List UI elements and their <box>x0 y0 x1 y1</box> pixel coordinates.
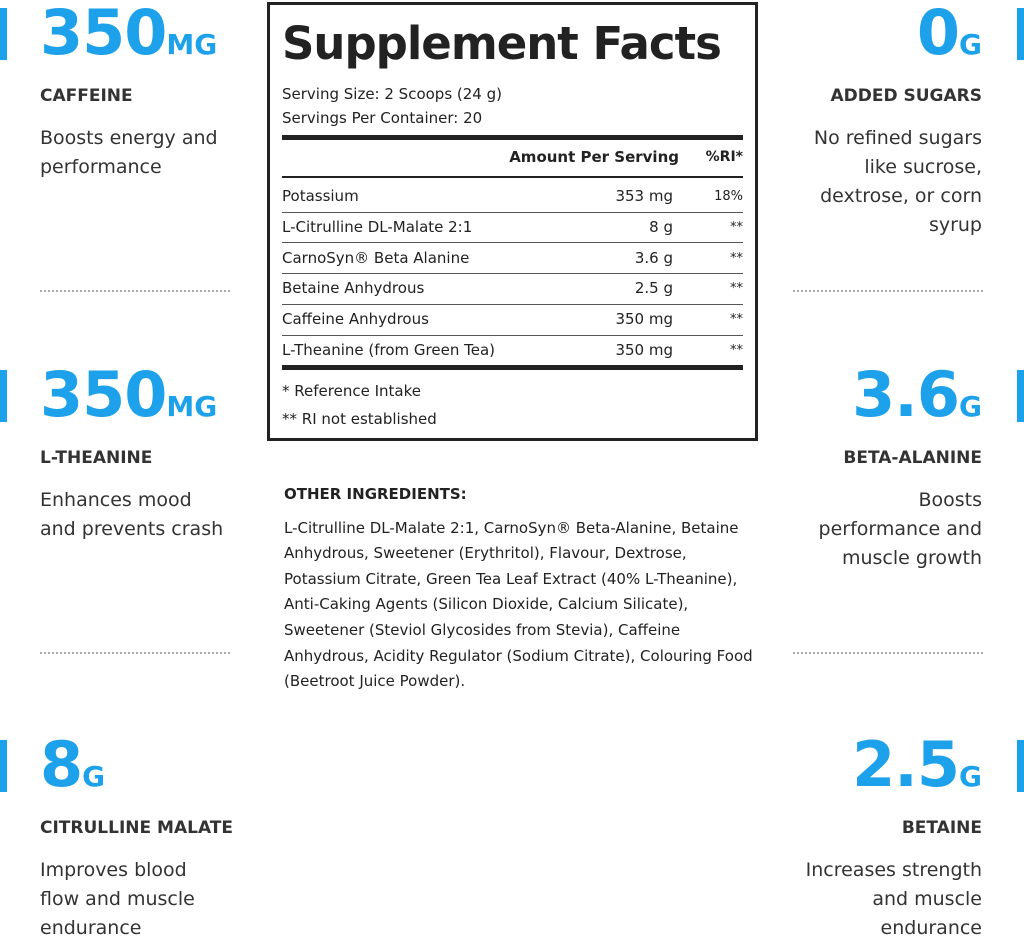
ri: ** <box>730 250 743 266</box>
stat-description: Increases strength and muscle endurance <box>805 859 982 939</box>
stat-name: CITRULLINE MALATE <box>40 818 233 838</box>
stat-block: 8G CITRULLINE MALATE Improves blood flow a… <box>40 732 245 943</box>
facts-row: L-Citrulline DL-Malate 2:1 8 g ** <box>282 212 743 243</box>
other-ingredients: OTHER INGREDIENTS: L-Citrulline DL-Malat… <box>284 482 754 695</box>
facts-row: L-Theanine (from Green Tea) 350 mg ** <box>282 335 743 366</box>
stat-value: 350 <box>40 358 167 431</box>
stat-description: Enhances mood and prevents crash <box>40 489 224 540</box>
header-ri: %RI* <box>705 149 743 165</box>
stat-value: 350 <box>40 0 167 69</box>
amount: 3.6 g <box>634 248 673 267</box>
accent-bar <box>0 8 7 60</box>
header-amount: Amount Per Serving <box>509 148 679 166</box>
ingredient: L-Theanine (from Green Tea) <box>282 341 496 359</box>
amount: 350 mg <box>615 310 673 329</box>
row-rule <box>282 303 743 305</box>
stat-value: 2.5 <box>852 728 960 801</box>
serving-size: Serving Size: 2 Scoops (24 g) <box>282 85 502 103</box>
stat-description: Boosts performance and muscle growth <box>818 489 982 569</box>
rule <box>282 176 743 178</box>
supplement-facts: Supplement Facts Serving Size: 2 Scoops … <box>267 2 758 441</box>
ri: ** <box>730 343 743 358</box>
stat-description: Improves blood flow and muscle endurance <box>40 859 195 939</box>
rule <box>282 365 743 370</box>
ri: ** <box>730 219 743 235</box>
row-rule <box>282 334 743 336</box>
stat-value: 8 <box>40 728 83 801</box>
stat-unit: G <box>959 390 982 423</box>
stat-name: CAFFEINE <box>40 86 133 106</box>
ingredient: Betaine Anhydrous <box>282 279 425 298</box>
facts-row: Potassium 353 mg 18% <box>282 181 743 212</box>
stat-unit: G <box>82 760 106 793</box>
amount: 2.5 g <box>634 279 673 298</box>
accent-bar <box>1017 740 1024 792</box>
stat-block: 0G ADDED SUGARS No refined sugars like suc… <box>777 0 982 240</box>
ri: 18% <box>714 189 743 204</box>
footnote: * Reference Intake <box>282 382 421 400</box>
amount: 8 g <box>649 217 673 236</box>
footnote: ** RI not established <box>282 410 437 428</box>
stat-value-line: 8G <box>40 732 245 810</box>
facts-title: Supplement Facts <box>282 17 722 70</box>
separator <box>793 290 983 292</box>
stat-block: 3.6G BETA-ALANINE Boosts performance and m… <box>777 362 982 573</box>
accent-bar <box>1017 8 1024 60</box>
facts-row: Betaine Anhydrous 2.5 g ** <box>282 273 743 304</box>
stat-name: BETA-ALANINE <box>843 448 982 468</box>
stat-unit: MG <box>166 390 218 423</box>
other-ingredients-title: OTHER INGREDIENTS: <box>284 485 467 503</box>
stat-description: No refined sugars like sucrose, dextrose… <box>813 127 982 236</box>
facts-row: CarnoSyn® Beta Alanine 3.6 g ** <box>282 243 743 274</box>
stat-value-line: 350MG <box>40 362 245 440</box>
stat-name: BETAINE <box>901 818 982 838</box>
separator <box>40 290 230 292</box>
other-ingredients-text: L-Citrulline DL-Malate 2:1, CarnoSyn® Be… <box>284 518 753 691</box>
row-rule <box>282 242 743 244</box>
stat-block: 2.5G BETAINE Increases strength and muscle… <box>777 732 982 943</box>
stat-value: 0 <box>916 0 960 69</box>
ingredient: Potassium <box>282 187 359 205</box>
ingredient: L-Citrulline DL-Malate 2:1 <box>282 217 473 236</box>
stat-block: 350MG L-THEANINE Enhances mood and prevent… <box>40 362 245 544</box>
stat-value-line: 2.5G <box>777 732 982 810</box>
stat-value-line: 350MG <box>40 0 245 78</box>
stat-name: ADDED SUGARS <box>830 86 982 106</box>
facts-header: Amount Per Serving %RI* <box>282 142 743 173</box>
stat-value: 3.6 <box>852 358 960 431</box>
separator <box>40 652 230 654</box>
row-rule <box>282 211 743 213</box>
ri: ** <box>730 281 743 297</box>
amount: 353 mg <box>615 187 673 205</box>
amount: 350 mg <box>615 341 673 359</box>
servings-per-container: Servings Per Container: 20 <box>282 109 483 127</box>
stat-unit: MG <box>166 28 218 61</box>
stat-name: L-THEANINE <box>40 448 153 468</box>
facts-row: Caffeine Anhydrous 350 mg ** <box>282 304 743 335</box>
stat-unit: G <box>959 760 982 793</box>
stat-description: Boosts energy and performance <box>40 127 218 178</box>
accent-bar <box>0 740 7 792</box>
row-rule <box>282 273 743 275</box>
stat-block: 350MG CAFFEINE Boosts energy and performan… <box>40 0 245 182</box>
stat-value-line: 0G <box>777 0 982 78</box>
stat-unit: G <box>959 28 982 61</box>
rule <box>282 135 743 140</box>
ingredient: CarnoSyn® Beta Alanine <box>282 248 470 267</box>
ingredient: Caffeine Anhydrous <box>282 310 429 329</box>
accent-bar <box>1017 370 1024 422</box>
separator <box>793 652 983 654</box>
ri: ** <box>730 312 743 328</box>
accent-bar <box>0 370 7 422</box>
stat-value-line: 3.6G <box>777 362 982 440</box>
